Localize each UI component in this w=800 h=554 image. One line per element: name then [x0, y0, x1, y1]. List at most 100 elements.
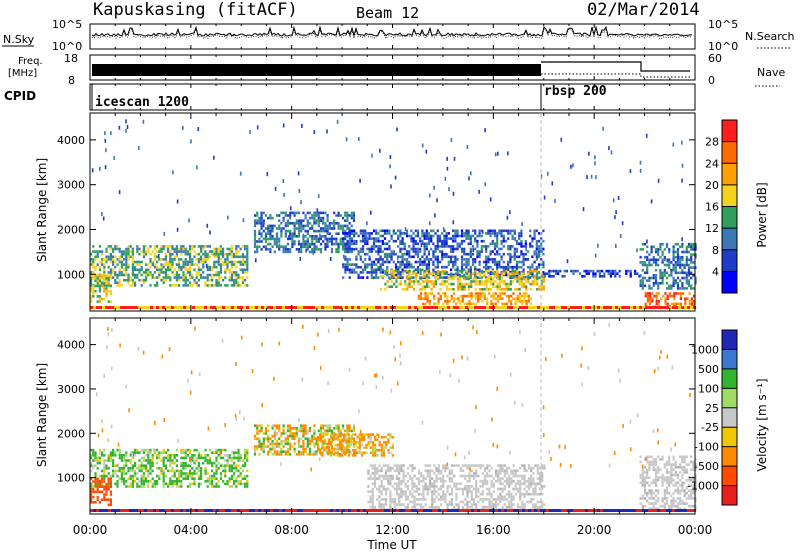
data-cell	[529, 272, 532, 275]
data-cell	[453, 505, 456, 509]
data-cell	[448, 485, 451, 488]
data-cell	[456, 268, 459, 272]
data-cell	[442, 495, 445, 499]
data-cell	[208, 278, 211, 282]
data-cell	[319, 250, 323, 254]
data-cell	[318, 306, 321, 309]
data-cell	[372, 268, 376, 272]
data-cell	[339, 237, 342, 241]
data-cell	[96, 490, 99, 494]
data-cell	[507, 229, 510, 233]
data-cell	[231, 306, 234, 309]
data-cell	[208, 448, 211, 452]
data-cell	[500, 232, 503, 235]
data-cell	[341, 424, 345, 427]
data-cell	[444, 469, 447, 473]
data-cell	[184, 273, 187, 277]
data-cell	[490, 300, 493, 303]
data-cell	[481, 292, 484, 295]
data-cell	[293, 427, 296, 430]
data-cell	[406, 495, 410, 499]
data-cell	[90, 297, 93, 301]
data-cell	[375, 250, 378, 253]
data-cell	[486, 482, 489, 486]
data-cell	[384, 474, 388, 478]
data-cell	[178, 250, 181, 253]
data-cell	[208, 456, 211, 460]
data-cell	[460, 229, 464, 233]
data-cell	[315, 214, 318, 217]
data-cell	[308, 211, 312, 215]
data-cell	[382, 451, 386, 455]
data-cell	[200, 245, 203, 248]
data-cell	[454, 239, 457, 243]
data-cell	[101, 482, 104, 486]
data-cell	[204, 255, 207, 259]
data-cell	[650, 248, 653, 251]
data-cell	[330, 222, 334, 225]
data-cell	[459, 469, 462, 473]
data-cell	[426, 464, 429, 467]
data-cell	[668, 266, 671, 269]
data-cell	[542, 265, 545, 269]
data-cell	[411, 505, 414, 509]
data-cell	[125, 480, 128, 483]
data-cell	[107, 265, 110, 269]
data-cell	[342, 232, 345, 235]
data-cell	[481, 482, 484, 486]
data-cell	[169, 260, 172, 264]
data-cell	[186, 464, 189, 467]
data-cell	[208, 480, 211, 483]
data-cell	[293, 224, 296, 228]
data-cell	[394, 232, 398, 235]
data-cell	[679, 263, 682, 267]
data-cell	[425, 258, 428, 261]
data-cell	[649, 297, 652, 300]
data-cell	[151, 260, 154, 264]
data-cell	[149, 273, 152, 277]
data-cell	[237, 464, 240, 467]
data-cell	[215, 284, 218, 287]
data-cell	[153, 263, 156, 266]
data-cell	[423, 269, 427, 273]
data-cell	[105, 490, 108, 494]
data-cell	[492, 297, 495, 300]
data-cell	[459, 482, 462, 486]
data-cell	[120, 284, 123, 287]
data-cell	[657, 300, 660, 303]
data-cell	[241, 276, 244, 279]
data-cell	[315, 442, 318, 446]
data-cell	[406, 288, 409, 291]
data-cell	[297, 445, 301, 448]
data-cell	[98, 276, 101, 279]
data-cell	[224, 448, 227, 452]
data-cell	[441, 265, 444, 269]
data-cell	[189, 464, 192, 467]
data-cell	[202, 260, 205, 264]
data-cell	[98, 268, 101, 272]
data-cell	[107, 454, 110, 457]
data-cell	[670, 284, 673, 288]
data-cell	[96, 477, 99, 481]
data-cell	[358, 433, 361, 436]
data-cell	[380, 448, 383, 452]
data-cell	[366, 265, 369, 269]
data-cell	[327, 438, 331, 442]
data-cell	[335, 447, 338, 451]
data-cell	[674, 255, 677, 259]
data-cell	[371, 433, 375, 436]
data-cell	[433, 302, 436, 306]
data-cell	[349, 451, 353, 455]
data-cell	[233, 474, 236, 478]
data-cell	[120, 263, 123, 266]
data-cell	[317, 224, 320, 228]
data-cell	[304, 432, 307, 435]
data-cell	[498, 285, 501, 288]
data-cell	[469, 255, 472, 259]
data-cell	[649, 294, 652, 298]
data-cell	[189, 482, 192, 486]
data-cell	[397, 237, 400, 240]
data-cell	[653, 294, 656, 298]
data-cell	[459, 487, 462, 491]
data-cell	[406, 505, 410, 509]
